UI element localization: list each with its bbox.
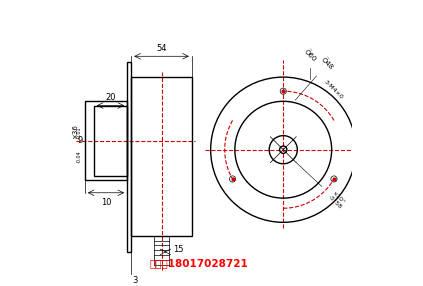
Text: Ö60: Ö60	[303, 48, 318, 80]
Text: ×10°
-3°58: ×10° -3°58	[296, 162, 346, 210]
Text: -0.04: -0.04	[77, 151, 82, 163]
Text: 20: 20	[105, 93, 116, 102]
Text: -0.01: -0.01	[77, 127, 82, 139]
Text: ×36: ×36	[72, 124, 78, 139]
Text: 3-M4×0: 3-M4×0	[323, 79, 344, 100]
Text: 10: 10	[101, 198, 111, 207]
Text: 54: 54	[157, 44, 167, 53]
Bar	[85, 101, 127, 180]
Text: 3: 3	[132, 276, 138, 285]
Text: Ö48: Ö48	[295, 56, 335, 100]
Bar	[127, 62, 131, 252]
Text: 15: 15	[173, 245, 183, 254]
Text: 手机：18017028721: 手机：18017028721	[150, 258, 248, 268]
Bar	[131, 78, 192, 237]
Bar	[94, 106, 127, 176]
Text: 9: 9	[77, 136, 82, 145]
